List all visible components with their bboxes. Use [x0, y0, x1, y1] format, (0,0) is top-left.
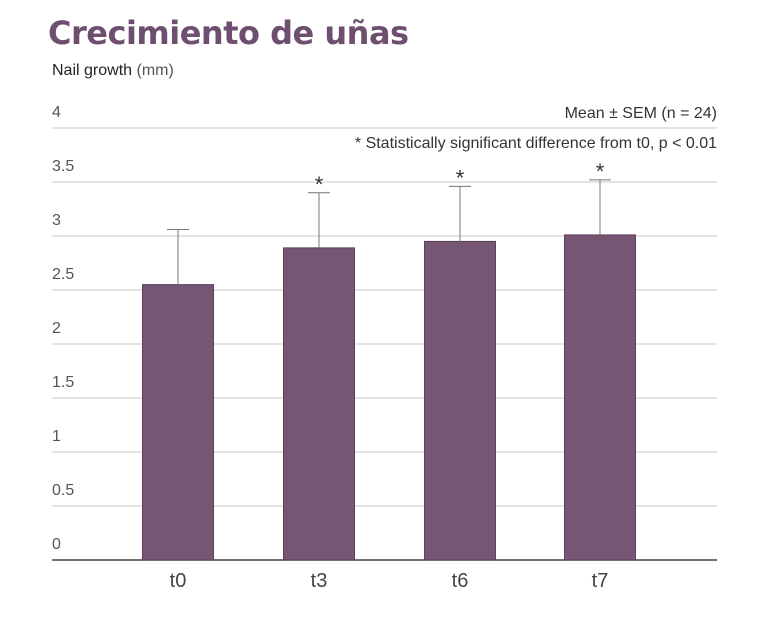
x-tick-label-t6: t6 [452, 570, 469, 592]
bar-t3 [283, 247, 355, 561]
significance-star-t7: * [596, 159, 605, 184]
annotation-mean-sem: Mean ± SEM (n = 24) [565, 105, 717, 122]
y-tick-label: 0.5 [52, 482, 74, 499]
y-axis-label: Nail growth (mm) [52, 62, 174, 80]
y-axis-label-text: Nail growth [52, 62, 133, 79]
y-tick-label: 3 [52, 212, 61, 229]
significance-markers: * * * [315, 159, 605, 197]
significance-star-t6: * [456, 165, 465, 190]
x-tick-label-t0: t0 [170, 570, 187, 592]
significance-star-t3: * [315, 172, 324, 197]
y-tick-label: 0 [52, 536, 61, 553]
bar-t0 [142, 284, 214, 561]
y-tick-label: 2 [52, 320, 61, 337]
y-tick-label: 2.5 [52, 266, 74, 283]
y-axis-ticks: 0 0.5 1 1.5 2 2.5 3 3.5 4 [52, 104, 74, 553]
y-axis-label-unit: (mm) [136, 62, 174, 79]
y-tick-label: 1.5 [52, 374, 74, 391]
y-tick-label: 4 [52, 104, 61, 121]
bar-t7 [564, 234, 636, 561]
bar-t6 [424, 240, 496, 561]
x-axis-ticks: t0 t3 t6 t7 [170, 570, 609, 592]
x-tick-label-t7: t7 [592, 570, 609, 592]
y-tick-label: 3.5 [52, 158, 74, 175]
annotation-significance: * Statistically significant difference f… [355, 135, 717, 152]
x-tick-label-t3: t3 [311, 570, 328, 592]
bars [142, 234, 636, 561]
y-tick-label: 1 [52, 428, 61, 445]
error-bars [167, 179, 611, 285]
chart-title: Crecimiento de uñas [48, 14, 409, 52]
